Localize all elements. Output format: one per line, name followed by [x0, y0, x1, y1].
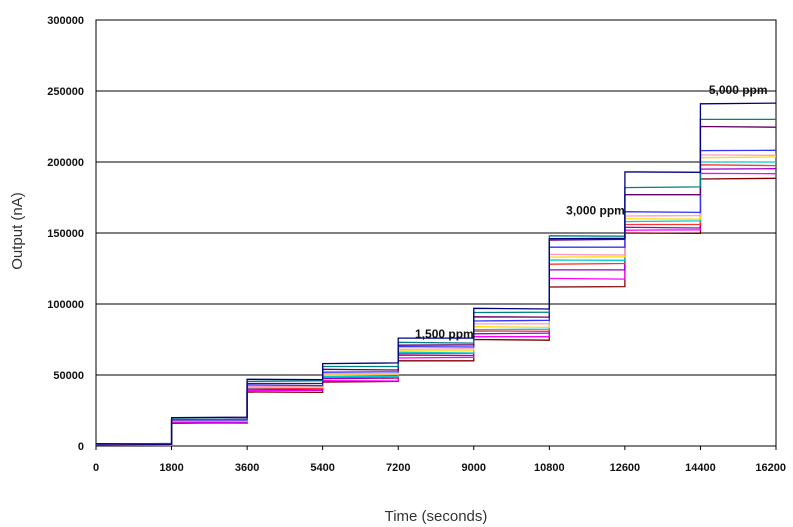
annotation-label: 1,500 ppm — [415, 327, 474, 341]
series-line — [95, 168, 777, 446]
series-line — [96, 172, 777, 446]
x-tick-label: 16200 — [755, 462, 786, 474]
y-tick-label: 100000 — [47, 299, 84, 311]
series-line — [96, 154, 777, 445]
series-line — [95, 161, 776, 446]
y-tick-label: 250000 — [47, 86, 84, 98]
y-tick-label: 300000 — [47, 15, 84, 27]
gridlines — [96, 19, 776, 376]
annotation-label: 3,000 ppm — [566, 204, 625, 218]
series-line — [95, 156, 777, 446]
annotations: 1,500 ppm 3,000 ppm 5,000 ppm — [415, 83, 768, 341]
annotation-label: 5,000 ppm — [709, 83, 768, 97]
y-tick-label: 50000 — [53, 370, 84, 382]
y-tick-label: 150000 — [47, 228, 84, 240]
series-line — [95, 149, 777, 445]
x-tick-label: 14400 — [685, 462, 716, 474]
plot-frame — [95, 19, 777, 447]
y-axis-ticks: 0 50000 100000 150000 200000 250000 300000 — [47, 15, 84, 453]
y-axis-title: Output (nA) — [9, 192, 26, 270]
series-line — [95, 164, 777, 446]
series-line — [95, 118, 776, 445]
y-tick-label: 200000 — [47, 157, 84, 169]
x-tick-label: 1800 — [159, 462, 183, 474]
series-layer — [95, 102, 777, 447]
x-tick-label: 10800 — [534, 462, 565, 474]
series-line — [95, 177, 777, 447]
x-axis-title: Time (seconds) — [385, 508, 488, 525]
x-axis-ticks: 0 1800 3600 5400 7200 9000 10800 12600 14400 1620… — [93, 446, 786, 474]
x-tick-label: 9000 — [462, 462, 486, 474]
y-tick-label: 0 — [78, 441, 84, 453]
x-tick-label: 0 — [93, 462, 99, 474]
x-tick-label: 7200 — [386, 462, 410, 474]
x-tick-label: 3600 — [235, 462, 259, 474]
x-tick-label: 5400 — [310, 462, 334, 474]
series-line — [95, 102, 777, 446]
x-tick-label: 12600 — [610, 462, 641, 474]
series-line — [95, 125, 777, 446]
